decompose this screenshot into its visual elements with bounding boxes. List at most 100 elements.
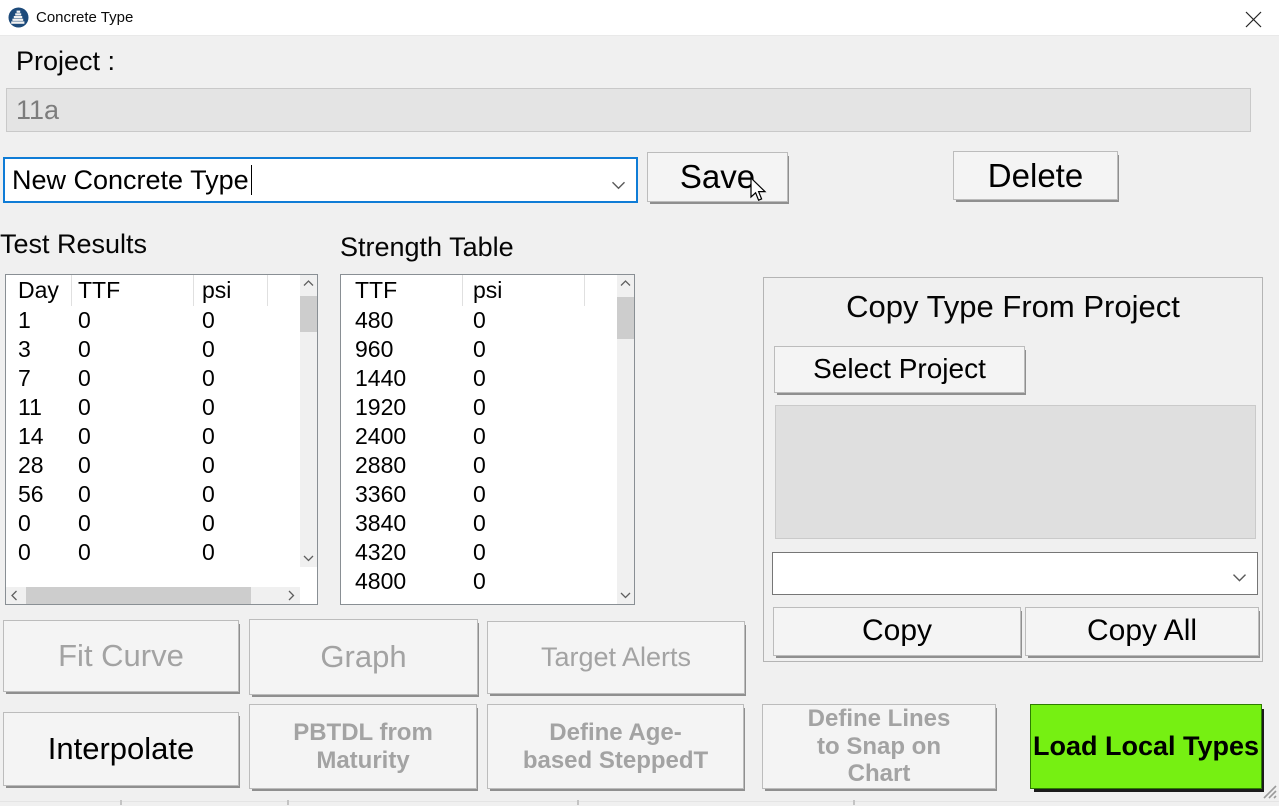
- table-row[interactable]: 2400 0: [341, 422, 617, 451]
- save-button[interactable]: Save: [647, 152, 788, 202]
- table-cell: 0: [202, 510, 215, 536]
- table-cell: 0: [18, 539, 31, 565]
- define-age-based-steppedt-button: Define Age-based SteppedT: [487, 704, 744, 789]
- project-preview-box: [775, 405, 1256, 539]
- vertical-scrollbar[interactable]: [300, 275, 317, 567]
- table-cell: 0: [202, 307, 215, 333]
- table-cell: 2880: [355, 452, 407, 478]
- table-row[interactable]: 0 0 0: [6, 509, 300, 538]
- table-cell: 1440: [355, 365, 407, 391]
- table-cell: 960: [355, 336, 394, 362]
- table-cell: 11: [18, 394, 42, 420]
- scroll-left-icon[interactable]: [6, 587, 23, 604]
- project-name-field: 11a: [6, 88, 1251, 132]
- table-row[interactable]: 3840 0: [341, 509, 617, 538]
- table-cell: 56: [18, 481, 44, 507]
- copy-type-combobox[interactable]: [772, 552, 1258, 595]
- column-header[interactable]: psi: [463, 275, 585, 306]
- scrollbar-thumb[interactable]: [617, 297, 634, 339]
- scrollbar-thumb[interactable]: [300, 296, 317, 332]
- test-results-rows: 1 0 0 3 0 0 7 0 0 11 0 0 14 0 0 28 0 0 56 0 0 0 0 0 0 0 0: [6, 306, 300, 604]
- table-row[interactable]: 0 0 0: [6, 538, 300, 567]
- table-cell: 4320: [355, 539, 407, 565]
- define-lines-snap-button: Define Lines to Snap on Chart: [762, 704, 996, 789]
- table-cell: 0: [473, 539, 486, 565]
- vertical-scrollbar[interactable]: [617, 275, 634, 604]
- titlebar: Concrete Type: [0, 0, 1279, 36]
- column-header[interactable]: Day: [6, 275, 72, 306]
- table-cell: 0: [202, 452, 215, 478]
- table-row[interactable]: 4320 0: [341, 538, 617, 567]
- scroll-down-icon[interactable]: [617, 587, 634, 604]
- table-cell: 28: [18, 452, 44, 478]
- table-cell: 0: [202, 481, 215, 507]
- table-row[interactable]: 56 0 0: [6, 480, 300, 509]
- table-cell: 0: [473, 307, 486, 333]
- copy-all-button[interactable]: Copy All: [1025, 607, 1259, 656]
- table-cell: 0: [473, 452, 486, 478]
- interpolate-button[interactable]: Interpolate: [3, 712, 239, 786]
- table-cell: 0: [18, 510, 31, 536]
- table-row[interactable]: 3 0 0: [6, 335, 300, 364]
- table-row[interactable]: 960 0: [341, 335, 617, 364]
- cutoff-controls-line: [0, 801, 1279, 802]
- strength-table-header: TTF psi: [341, 275, 634, 306]
- table-row[interactable]: 7 0 0: [6, 364, 300, 393]
- copy-button[interactable]: Copy: [773, 607, 1021, 656]
- scroll-up-icon[interactable]: [300, 275, 317, 292]
- delete-button[interactable]: Delete: [953, 151, 1118, 200]
- load-local-types-button[interactable]: Load Local Types: [1030, 704, 1262, 789]
- table-cell: 3360: [355, 481, 407, 507]
- select-project-button[interactable]: Select Project: [774, 346, 1025, 393]
- table-cell: 0: [78, 394, 91, 420]
- table-cell: 0: [473, 481, 486, 507]
- concrete-type-value: New Concrete Type: [12, 164, 249, 195]
- copy-group-title: Copy Type From Project: [846, 289, 1180, 324]
- table-row[interactable]: 2880 0: [341, 451, 617, 480]
- table-row[interactable]: 480 0: [341, 306, 617, 335]
- table-cell: 0: [473, 336, 486, 362]
- column-header[interactable]: psi: [194, 275, 268, 306]
- scroll-down-icon[interactable]: [300, 550, 317, 567]
- table-cell: 480: [355, 307, 394, 333]
- scroll-up-icon[interactable]: [617, 275, 634, 292]
- table-cell: 0: [78, 307, 91, 333]
- table-cell: 7: [18, 365, 31, 391]
- table-cell: 0: [202, 336, 215, 362]
- table-cell: 0: [473, 365, 486, 391]
- project-name-value: 11a: [16, 94, 60, 125]
- resize-grip-icon[interactable]: [1260, 782, 1277, 804]
- table-row[interactable]: 11 0 0: [6, 393, 300, 422]
- table-cell: 0: [473, 423, 486, 449]
- text-caret: [250, 165, 252, 195]
- scrollbar-thumb[interactable]: [26, 587, 251, 604]
- table-row[interactable]: 1 0 0: [6, 306, 300, 335]
- table-row[interactable]: 28 0 0: [6, 451, 300, 480]
- concrete-type-combobox[interactable]: New Concrete Type: [3, 157, 638, 203]
- table-row[interactable]: 14 0 0: [6, 422, 300, 451]
- column-header[interactable]: TTF: [72, 275, 194, 306]
- table-cell: 0: [202, 539, 215, 565]
- column-header[interactable]: TTF: [341, 275, 463, 306]
- table-cell: 3840: [355, 510, 407, 536]
- table-cell: 0: [78, 510, 91, 536]
- table-cell: 0: [78, 336, 91, 362]
- cutoff-tick: [853, 800, 855, 805]
- table-cell: 0: [473, 510, 486, 536]
- strength-table-label: Strength Table: [340, 232, 514, 262]
- table-cell: 1920: [355, 394, 407, 420]
- chevron-down-icon[interactable]: [1232, 561, 1247, 589]
- table-row[interactable]: 1920 0: [341, 393, 617, 422]
- close-icon[interactable]: [1239, 6, 1267, 32]
- scroll-right-icon[interactable]: [283, 587, 300, 604]
- chevron-down-icon[interactable]: [611, 166, 626, 197]
- window-title: Concrete Type: [36, 9, 134, 26]
- pbtdl-from-maturity-button: PBTDL from Maturity: [249, 704, 477, 789]
- table-row[interactable]: 1440 0: [341, 364, 617, 393]
- table-row[interactable]: 4800 0: [341, 567, 617, 596]
- horizontal-scrollbar[interactable]: [6, 587, 300, 604]
- table-cell: 0: [202, 394, 215, 420]
- strength-table-rows: 480 0 960 0 1440 0 1920 0 2400 0 2880 0 3360 0 3840 0 43…: [341, 306, 617, 604]
- table-row[interactable]: 3360 0: [341, 480, 617, 509]
- app-icon: [8, 7, 29, 28]
